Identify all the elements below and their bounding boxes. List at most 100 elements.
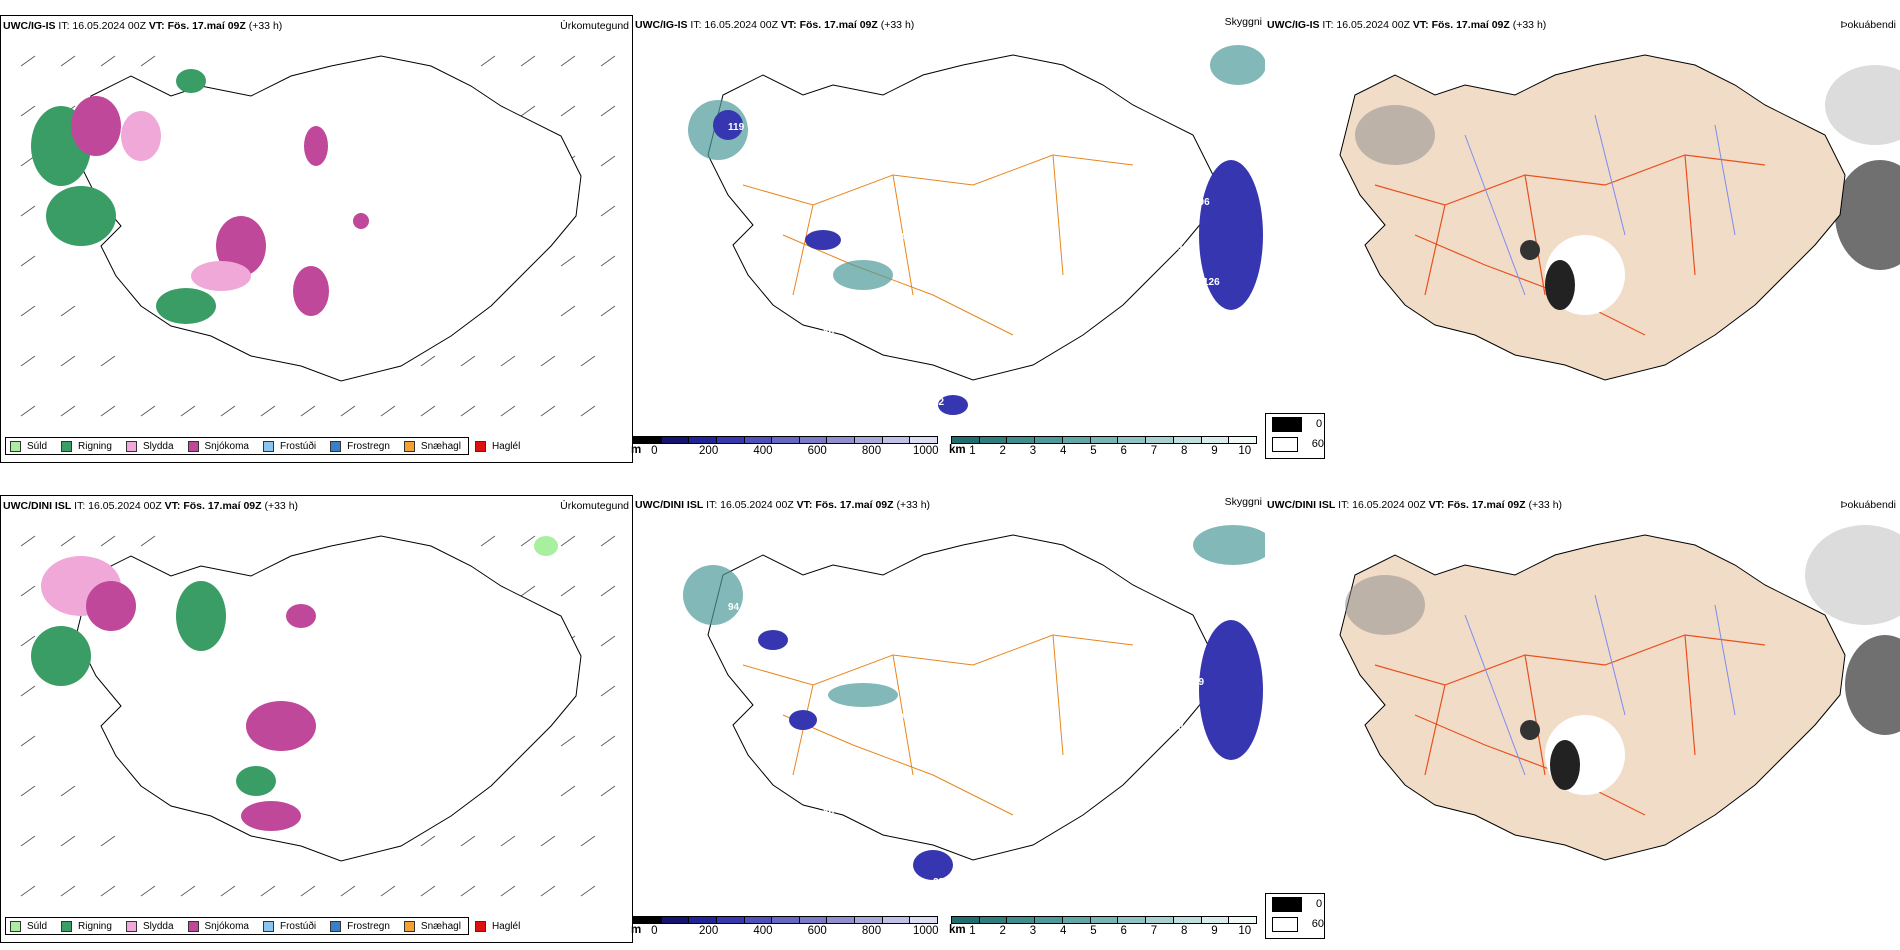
cbar-cell: [1173, 917, 1202, 923]
visibility-bar-row1: 1 2 3 4 5 6 7 8 9 10 km: [949, 436, 1257, 462]
cloud-base-label: 71: [833, 357, 845, 368]
fog-legend-row2: 0 60: [1265, 893, 1325, 939]
cbar-cell: [716, 437, 745, 443]
cloud-base-label: 126: [1203, 277, 1220, 288]
cbar-cell: [744, 437, 773, 443]
legend-item-haglel: Haglél: [474, 920, 520, 932]
cbar-tick-label: 800: [861, 445, 882, 457]
cloud-patches: [688, 45, 1265, 415]
cloud-base-label: 122: [1183, 740, 1200, 751]
cloud-base-label: 114: [1178, 662, 1195, 673]
precip-panel-row2: UWC/DINI ISL IT: 16.05.2024 00Z VT: Fös.…: [0, 495, 633, 943]
legend-swatch: [330, 920, 342, 932]
cloud-base-label: 114: [915, 892, 932, 903]
cloud-base-label: 282: [933, 877, 950, 888]
cbar-unit: m: [631, 444, 642, 456]
cbar-tick-label: 3: [1029, 445, 1037, 457]
cloud-patches: [683, 525, 1265, 880]
iceland-outline: [1339, 54, 1846, 381]
legend-swatch: [10, 440, 21, 452]
cbar-cells: [951, 436, 1257, 444]
iceland-outline: [1339, 534, 1846, 861]
cbar-tick-label: 5: [1090, 445, 1097, 457]
cloud-title-row1: UWC/IG-IS IT: 16.05.2024 00Z VT: Fös. 17…: [635, 19, 915, 31]
cbar-tick-label: 1000: [913, 445, 939, 457]
legend-swatch: [10, 920, 21, 932]
cbar-cell: [1090, 917, 1119, 923]
cloud-base-label: 60: [1178, 182, 1190, 193]
cbar-cell: [827, 437, 856, 443]
fog-swatch: [1272, 916, 1298, 932]
cloud-panel-row1: 166 101 135 119 13 122 1 162 99 67 98 183 86 71 42 13 60…: [631, 15, 1265, 463]
legend-item-snjokoma: Snjókoma: [187, 440, 249, 452]
legend-item-rigning: Rigning: [61, 920, 112, 932]
cloud-base-label: 48: [818, 682, 830, 693]
legend-swatch: [61, 440, 73, 452]
cbar-tick-label: 4: [1059, 925, 1067, 937]
fog-label-row1: Þokuábendi: [1840, 19, 1896, 31]
cloud-base-label: 77: [758, 622, 770, 633]
cloud-base-label: 80: [718, 677, 730, 688]
iceland-outline: [75, 55, 582, 382]
cbar-cells: [951, 916, 1257, 924]
cbar-tick-label: 6: [1120, 445, 1127, 457]
cloud-base-label: 122: [758, 142, 775, 153]
cbar-cell: [772, 437, 800, 443]
fog-legend-item: 60: [1266, 434, 1324, 454]
cloud-base-label: 33: [1243, 357, 1255, 368]
cbar-cell: [1062, 437, 1091, 443]
cbar-tick-label: 2: [999, 925, 1006, 937]
legend-swatch: [61, 920, 73, 932]
cloud-panel-row2: 45 23 12 94 201 77 80 48 28 82 104 52 86 206 282 114 114…: [631, 495, 1265, 943]
cloud-base-label: 23: [753, 562, 765, 573]
fog-legend-item: 0: [1266, 894, 1324, 914]
cbar-cell: [634, 917, 662, 923]
precip-patches: [31, 536, 558, 831]
cloud-base-label: 162: [818, 202, 835, 213]
fog-legend-item: 0: [1266, 414, 1324, 434]
cloud-base-label: 123: [1228, 812, 1245, 823]
iceland-outline: [75, 535, 582, 862]
cbar-tick-label: 1: [969, 445, 976, 457]
cloud-base-label: 12: [768, 575, 780, 586]
cbar-tick-label: 6: [1120, 925, 1127, 937]
cloud-base-label: 166: [1113, 45, 1130, 56]
iceland-outline: [707, 534, 1214, 861]
cbar-cell: [1007, 917, 1036, 923]
cbar-cell: [979, 437, 1008, 443]
cloud-base-label: 123: [1228, 332, 1245, 343]
legend-swatch: [262, 440, 274, 452]
cloud-base-label: 42: [933, 397, 945, 408]
cbar-cell: [882, 917, 911, 923]
precip-legend-row1: Súld Rigning Slydda Snjókoma Frostúði Fr…: [5, 437, 520, 455]
cbar-unit: km: [949, 924, 966, 936]
cloud-base-label: 135: [768, 95, 785, 106]
cbar-cell: [952, 437, 980, 443]
cbar-cell: [1035, 917, 1063, 923]
cbar-cell: [1118, 917, 1147, 923]
river-network: [1464, 114, 1736, 296]
cbar-cell: [634, 437, 662, 443]
fog-legend-row1: 0 60: [1265, 413, 1325, 459]
cbar-tick-label: 8: [1181, 925, 1188, 937]
legend-swatch: [262, 920, 274, 932]
cbar-tick-label: 400: [753, 925, 773, 937]
cbar-cell: [1146, 437, 1174, 443]
cbar-tick-label: 800: [861, 925, 882, 937]
fog-panel-row2: UWC/DINI ISL IT: 16.05.2024 00Z VT: Fös.…: [1265, 495, 1900, 943]
legend-item-haglel: Haglél: [474, 440, 520, 452]
precip-map-row2: [20, 535, 616, 897]
cloud-base-label: 69: [1193, 677, 1205, 688]
cbar-cell: [1090, 437, 1119, 443]
cbar-tick-label: 0: [651, 445, 658, 457]
cbar-tick-label: 0: [651, 925, 658, 937]
cbar-cell: [1118, 437, 1147, 443]
cloud-base-label: 86: [823, 807, 835, 818]
fog-swatch: [1272, 416, 1302, 432]
cbar-cell: [910, 917, 938, 923]
cbar-cell: [716, 917, 745, 923]
cloud-base-label: 94: [728, 602, 740, 613]
legend-item-frostudi: Frostúði: [262, 440, 316, 452]
cbar-cell: [772, 917, 800, 923]
cbar-cell: [661, 917, 690, 923]
